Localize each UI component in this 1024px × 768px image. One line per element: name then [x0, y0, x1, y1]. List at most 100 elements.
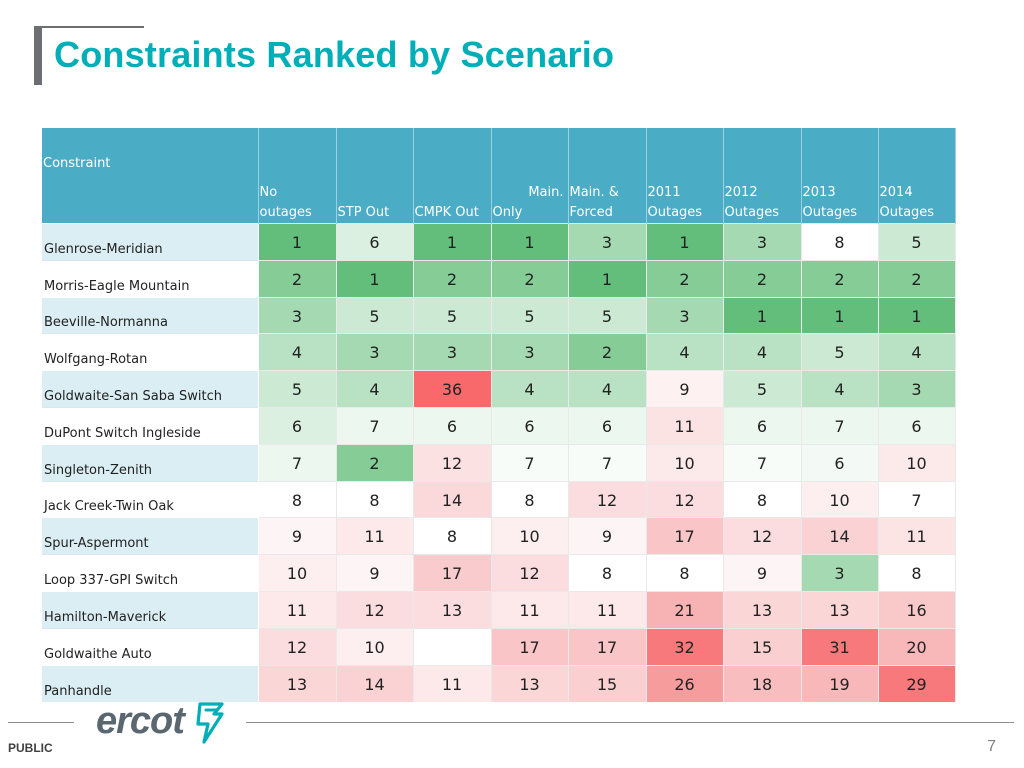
rank-cell: 2 [258, 259, 337, 298]
table-row: Jack Creek-Twin Oak 8 8 14 8 12 12 8 10 7 [42, 480, 956, 518]
rank-cell: 2 [646, 259, 724, 298]
rank-cell: 17 [646, 517, 724, 555]
rank-cell: 4 [568, 370, 647, 408]
constraint-name: Singleton-Zenith [42, 443, 259, 482]
header-line2: Forced [569, 205, 613, 220]
rank-cell: 1 [413, 223, 492, 261]
rank-cell: 9 [723, 554, 802, 592]
rank-cell: 7 [723, 443, 802, 482]
table-row: Spur-Aspermont 9 11 8 10 9 17 12 14 11 [42, 517, 956, 555]
rank-cell: 11 [413, 664, 492, 702]
rank-cell: 10 [258, 554, 337, 592]
rank-cell: 5 [413, 296, 492, 334]
rank-cell: 8 [491, 480, 569, 518]
rank-cell: 1 [723, 296, 802, 334]
rank-cell: 3 [568, 223, 647, 261]
page-title: Constraints Ranked by Scenario [54, 34, 615, 75]
header-line1: 2012 [724, 185, 758, 200]
rank-cell: 11 [646, 406, 724, 445]
rank-cell: 7 [878, 480, 956, 518]
rank-cell: 1 [336, 259, 414, 298]
table-row: Loop 337-GPI Switch 10 9 17 12 8 8 9 3 8 [42, 554, 956, 592]
table-body: Glenrose-Meridian 1 6 1 1 3 1 3 8 5 Morris-Eagle M… [42, 223, 956, 702]
page-number: 7 [987, 738, 996, 755]
rank-cell: 2 [878, 259, 956, 298]
header-line2: Outages [879, 205, 935, 220]
rank-cell: 6 [568, 406, 647, 445]
table-row: Panhandle 13 14 11 13 15 26 18 19 29 [42, 664, 956, 702]
rank-cell: 18 [723, 664, 802, 702]
rank-cell: 1 [646, 223, 724, 261]
rank-cell: 11 [568, 590, 647, 629]
rank-cell: 15 [723, 627, 802, 666]
rank-cell: 2 [723, 259, 802, 298]
rank-cell: 8 [723, 480, 802, 518]
rank-cell: 1 [801, 296, 879, 334]
rank-cell: 32 [646, 627, 724, 666]
rank-cell: 4 [336, 370, 414, 408]
rank-cell: 14 [413, 480, 492, 518]
rank-cell: 2 [413, 259, 492, 298]
rank-cell: 7 [491, 443, 569, 482]
rank-cell: 9 [336, 554, 414, 592]
rank-cell: 1 [568, 259, 647, 298]
rank-cell: 12 [723, 517, 802, 555]
header-constraint: Constraint [42, 128, 259, 224]
rank-cell: 6 [336, 223, 414, 261]
constraints-table: Constraint No outages STP Out CMPK Out M… [42, 128, 956, 702]
constraint-name: Glenrose-Meridian [42, 223, 259, 261]
rank-cell: 7 [801, 406, 879, 445]
rank-cell: 5 [801, 333, 879, 371]
header-line1: Main. [528, 185, 564, 200]
rank-cell: 5 [878, 223, 956, 261]
rank-cell: 1 [258, 223, 337, 261]
rank-cell: 17 [491, 627, 569, 666]
rank-cell: 3 [878, 370, 956, 408]
constraint-name: Wolfgang-Rotan [42, 333, 259, 371]
constraint-name: Beeville-Normanna [42, 296, 259, 334]
header-line2: STP Out [337, 205, 390, 220]
rank-cell: 9 [258, 517, 337, 555]
header-line2: Outages [802, 205, 858, 220]
table-row: Wolfgang-Rotan 4 3 3 3 2 4 4 5 4 [42, 333, 956, 371]
rank-cell: 10 [646, 443, 724, 482]
constraint-name: DuPont Switch Ingleside [42, 406, 259, 445]
header-line2: Outages [724, 205, 780, 220]
rank-cell: 4 [801, 370, 879, 408]
header-main-only: Main. Only [491, 128, 569, 224]
rank-cell: 12 [646, 480, 724, 518]
rank-cell: 16 [878, 590, 956, 629]
rank-cell: 4 [878, 333, 956, 371]
rank-cell: 9 [568, 517, 647, 555]
rank-cell: 20 [878, 627, 956, 666]
rank-cell: 11 [878, 517, 956, 555]
rank-cell: 10 [491, 517, 569, 555]
rank-cell: 1 [878, 296, 956, 334]
table-row: Goldwaithe Auto 12 10 17 17 32 15 31 20 [42, 627, 956, 666]
rank-cell: 13 [491, 664, 569, 702]
rank-cell: 5 [723, 370, 802, 408]
rank-cell: 5 [336, 296, 414, 334]
constraint-name: Loop 337-GPI Switch [42, 554, 259, 592]
rank-cell: 10 [801, 480, 879, 518]
rank-cell: 5 [491, 296, 569, 334]
rank-cell: 8 [336, 480, 414, 518]
table-row: Morris-Eagle Mountain 2 1 2 2 1 2 2 2 2 [42, 259, 956, 298]
header-2012-outages: 2012 Outages [723, 128, 802, 224]
rank-cell [413, 627, 492, 666]
rank-cell: 8 [413, 517, 492, 555]
title-accent-bar [34, 26, 42, 85]
constraint-name: Goldwaite-San Saba Switch [42, 370, 259, 408]
header-line1 [338, 183, 411, 203]
header-line1: Main. & [569, 185, 619, 200]
rank-cell: 13 [258, 664, 337, 702]
rank-cell: 4 [491, 370, 569, 408]
table-row: Beeville-Normanna 3 5 5 5 5 3 1 1 1 [42, 296, 956, 334]
header-cmpk-out: CMPK Out [413, 128, 492, 224]
rank-cell: 8 [568, 554, 647, 592]
footer-divider-right [246, 722, 1014, 723]
rank-cell: 2 [801, 259, 879, 298]
table-row: DuPont Switch Ingleside 6 7 6 6 6 11 6 7 6 [42, 406, 956, 445]
rank-cell: 13 [801, 590, 879, 629]
rank-cell: 6 [413, 406, 492, 445]
